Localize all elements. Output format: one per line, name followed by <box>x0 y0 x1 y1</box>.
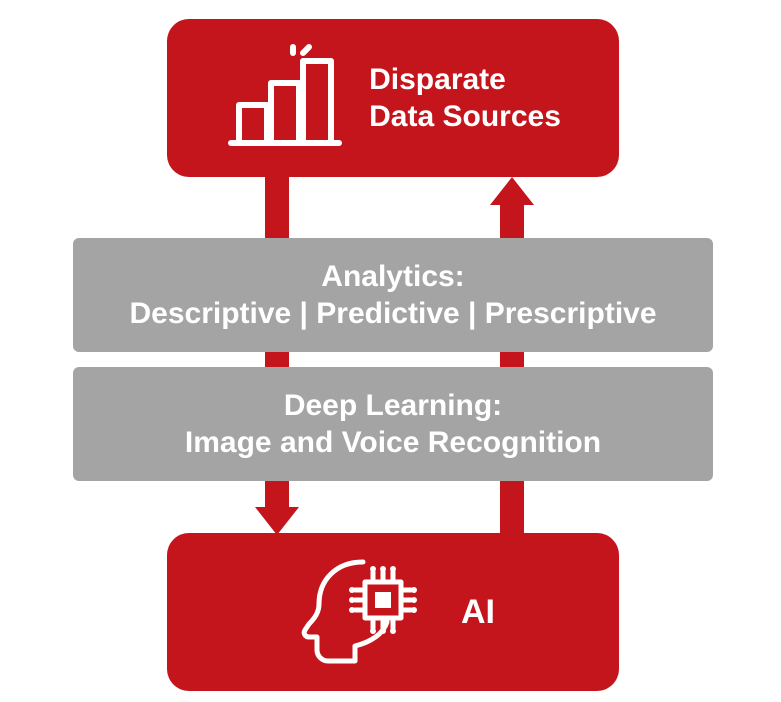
diagram-canvas: Disparate Data Sources Analytics: Descri… <box>0 0 781 702</box>
box-analytics-line2: Descriptive | Predictive | Prescriptive <box>129 295 656 333</box>
box-ai-label: AI <box>461 591 495 634</box>
box-data-sources: Disparate Data Sources <box>167 19 619 177</box>
arrow-down-head-icon <box>255 507 299 535</box>
box-analytics-line1: Analytics: <box>321 258 464 296</box>
ai-head-icon <box>291 552 421 672</box>
box-analytics: Analytics: Descriptive | Predictive | Pr… <box>73 238 713 352</box>
bar-chart-icon <box>225 43 345 153</box>
box-deep-line1: Deep Learning: <box>284 387 502 425</box>
box-deep-learning: Deep Learning: Image and Voice Recogniti… <box>73 367 713 481</box>
box-data-sources-label: Disparate Data Sources <box>369 61 561 136</box>
arrow-up-head-icon <box>490 177 534 205</box>
box-ai: AI <box>167 533 619 691</box>
box-deep-line2: Image and Voice Recognition <box>185 424 601 462</box>
